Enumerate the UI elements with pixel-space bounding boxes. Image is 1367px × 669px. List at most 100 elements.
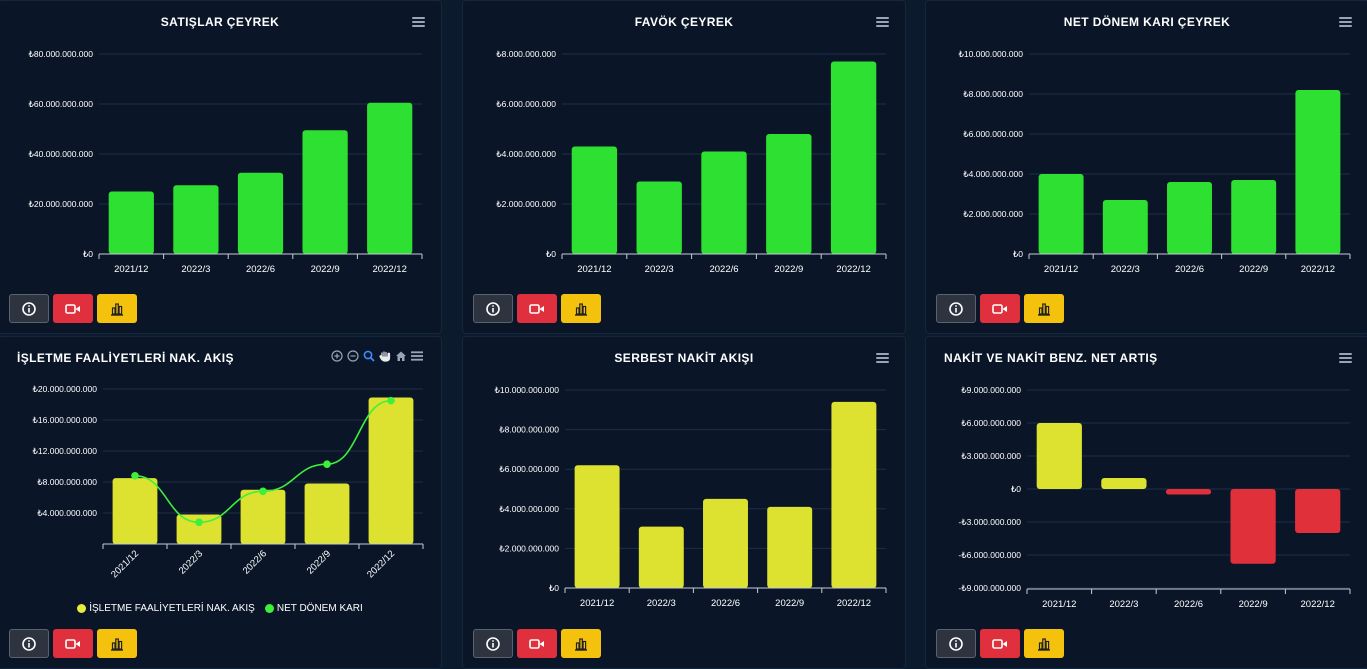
x-tick-label: 2021/12 bbox=[1042, 599, 1076, 610]
y-tick-label: ₺0 bbox=[549, 583, 559, 593]
x-tick-label: 2022/9 bbox=[775, 598, 804, 609]
video-button[interactable] bbox=[53, 629, 93, 658]
x-tick-label: 2022/3 bbox=[1109, 599, 1138, 610]
x-tick-label: 2022/6 bbox=[246, 264, 275, 275]
y-tick-label: ₺60.000.000.000 bbox=[29, 99, 94, 109]
bar bbox=[767, 506, 813, 588]
x-tick-label: 2022/9 bbox=[305, 548, 333, 576]
bar-chart-icon bbox=[575, 302, 587, 316]
menu-icon[interactable] bbox=[1339, 17, 1352, 27]
video-button[interactable] bbox=[517, 629, 557, 658]
chart-title: SATIŞLAR ÇEYREK bbox=[160, 15, 280, 29]
chart-panel-sales: SATIŞLAR ÇEYREK ₺0 ₺20.000.000.000 ₺40.000… bbox=[0, 0, 442, 334]
video-button[interactable] bbox=[980, 629, 1020, 658]
x-tick-label: 2022/6 bbox=[709, 264, 738, 275]
zoom-out-icon[interactable] bbox=[347, 350, 359, 362]
menu-icon[interactable] bbox=[412, 17, 425, 27]
x-tick-label: 2022/12 bbox=[373, 264, 407, 275]
chart-panel-ebitda: FAVÖK ÇEYREK ₺0 ₺2.000.000.000 ₺4.000.000.… bbox=[462, 0, 906, 334]
chart-svg: ₺4.000.000.000 ₺8.000.000.000 ₺12.000.000.… bbox=[33, 384, 424, 580]
info-icon bbox=[949, 301, 963, 316]
y-tick-label: ₺12.000.000.000 bbox=[33, 446, 98, 456]
x-tick-label: 2022/12 bbox=[1301, 264, 1335, 275]
x-tick-label: 2022/3 bbox=[1111, 264, 1140, 275]
chart-button[interactable] bbox=[1024, 629, 1064, 658]
home-icon[interactable] bbox=[395, 350, 407, 362]
action-buttons bbox=[9, 629, 137, 658]
y-tick-label: ₺0 bbox=[83, 249, 93, 259]
menu-icon[interactable] bbox=[411, 350, 423, 362]
bar bbox=[108, 191, 154, 254]
y-tick-label: ₺3.000.000.000 bbox=[961, 451, 1021, 461]
y-tick-label: ₺4.000.000.000 bbox=[499, 504, 559, 514]
chart-button[interactable] bbox=[97, 629, 137, 658]
bar bbox=[112, 478, 158, 544]
y-tick-label: ₺20.000.000.000 bbox=[29, 199, 94, 209]
menu-icon[interactable] bbox=[1339, 353, 1352, 363]
chart-svg: ₺0 ₺2.000.000.000 ₺4.000.000.000 ₺6.000.000… bbox=[959, 49, 1351, 275]
data-point bbox=[323, 460, 331, 468]
y-tick-label: -₺6.000.000.000 bbox=[958, 550, 1021, 560]
legend-item[interactable]: İŞLETME FAALİYETLERİ NAK. AKIŞ bbox=[77, 603, 255, 614]
x-tick-label: 2021/12 bbox=[580, 598, 614, 609]
chart-panel-net-profit: NET DÖNEM KARI ÇEYREK ₺0 ₺2.000.000.000 ₺4… bbox=[925, 0, 1367, 334]
bar bbox=[571, 146, 618, 254]
bar bbox=[703, 498, 748, 588]
bar bbox=[830, 61, 877, 254]
bar bbox=[1295, 90, 1341, 254]
chart-button[interactable] bbox=[1024, 294, 1064, 323]
menu-icon[interactable] bbox=[876, 353, 889, 363]
bar-chart-icon bbox=[111, 637, 123, 651]
chart-legend: İŞLETME FAALİYETLERİ NAK. AKIŞ NET DÖNEM… bbox=[0, 603, 441, 614]
y-tick-label: ₺6.000.000.000 bbox=[499, 464, 559, 474]
info-button[interactable] bbox=[9, 629, 49, 658]
chart-title: İŞLETME FAALİYETLERİ NAK. AKIŞ bbox=[17, 351, 234, 365]
y-tick-label: ₺6.000.000.000 bbox=[496, 99, 556, 109]
legend-label: NET DÖNEM KARI bbox=[276, 603, 363, 614]
video-button[interactable] bbox=[517, 294, 557, 323]
search-icon[interactable] bbox=[363, 350, 375, 362]
video-button[interactable] bbox=[53, 294, 93, 323]
video-icon bbox=[529, 638, 544, 649]
chart-svg: ₺0 ₺2.000.000.000 ₺4.000.000.000 ₺6.000.000… bbox=[495, 385, 887, 609]
video-button[interactable] bbox=[980, 294, 1020, 323]
x-tick-label: 2022/3 bbox=[181, 264, 210, 275]
chart-button[interactable] bbox=[561, 294, 601, 323]
data-point bbox=[195, 518, 203, 527]
x-tick-label: 2022/12 bbox=[837, 598, 871, 609]
bar bbox=[1101, 478, 1147, 489]
zoom-in-icon[interactable] bbox=[331, 350, 343, 362]
y-tick-label: ₺20.000.000.000 bbox=[33, 384, 98, 394]
action-buttons bbox=[936, 294, 1064, 323]
info-button[interactable] bbox=[473, 629, 513, 658]
bar bbox=[766, 134, 812, 254]
bar bbox=[1036, 423, 1082, 489]
x-tick-label: 2022/12 bbox=[365, 548, 397, 580]
legend-item[interactable]: NET DÖNEM KARI bbox=[264, 603, 363, 614]
pan-hand-icon[interactable] bbox=[379, 350, 391, 362]
y-tick-label: ₺80.000.000.000 bbox=[29, 49, 94, 59]
x-tick-label: 2022/6 bbox=[1175, 264, 1204, 275]
action-buttons bbox=[473, 629, 601, 658]
x-tick-label: 2022/12 bbox=[1301, 599, 1335, 610]
y-tick-label: ₺6.000.000.000 bbox=[963, 129, 1023, 139]
chart-button[interactable] bbox=[97, 294, 137, 323]
chart-svg: ₺0 ₺20.000.000.000 ₺40.000.000.000 ₺60.000.… bbox=[29, 49, 423, 275]
y-tick-label: ₺2.000.000.000 bbox=[496, 199, 556, 209]
bar bbox=[638, 526, 684, 588]
menu-icon[interactable] bbox=[876, 17, 889, 27]
data-point bbox=[259, 487, 267, 496]
action-buttons bbox=[936, 629, 1064, 658]
bar bbox=[367, 102, 413, 254]
info-button[interactable] bbox=[936, 294, 976, 323]
info-button[interactable] bbox=[473, 294, 513, 323]
y-tick-label: ₺4.000.000.000 bbox=[37, 508, 97, 518]
info-icon bbox=[949, 636, 963, 651]
x-tick-label: 2021/12 bbox=[114, 264, 148, 275]
info-button[interactable] bbox=[9, 294, 49, 323]
info-button[interactable] bbox=[936, 629, 976, 658]
bar-chart-icon bbox=[575, 637, 587, 651]
chart-title: NAKİT VE NAKİT BENZ. NET ARTIŞ bbox=[944, 351, 1158, 365]
chart-button[interactable] bbox=[561, 629, 601, 658]
x-tick-label: 2022/9 bbox=[774, 264, 803, 275]
